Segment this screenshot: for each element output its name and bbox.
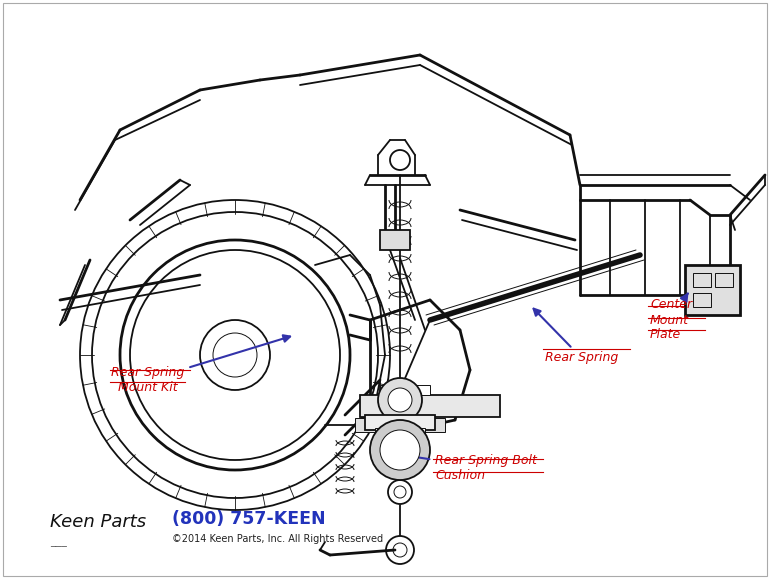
Text: Rear Spring: Rear Spring xyxy=(534,309,618,365)
Bar xyxy=(360,395,500,417)
Bar xyxy=(380,230,410,250)
Text: (800) 757-KEEN: (800) 757-KEEN xyxy=(172,510,326,528)
Text: ©2014 Keen Parts, Inc. All Rights Reserved: ©2014 Keen Parts, Inc. All Rights Reserv… xyxy=(172,534,383,544)
Bar xyxy=(693,293,711,307)
Circle shape xyxy=(378,378,422,422)
Bar xyxy=(693,273,711,287)
Circle shape xyxy=(388,480,412,504)
Circle shape xyxy=(388,388,412,412)
Circle shape xyxy=(390,150,410,170)
Bar xyxy=(715,273,733,287)
Circle shape xyxy=(370,420,430,480)
Text: Rear Spring Bolt
Cushion: Rear Spring Bolt Cushion xyxy=(395,452,537,482)
Text: Rear Spring
Mount Kit: Rear Spring Mount Kit xyxy=(112,335,290,394)
Bar xyxy=(375,428,425,438)
Circle shape xyxy=(380,430,420,470)
Text: Center
Mount
Plate: Center Mount Plate xyxy=(650,293,692,342)
Bar xyxy=(685,265,740,315)
Circle shape xyxy=(386,536,414,564)
Text: ___: ___ xyxy=(50,537,67,547)
Bar xyxy=(355,418,445,432)
Bar xyxy=(380,385,430,395)
Text: Keen Parts: Keen Parts xyxy=(50,513,146,531)
Bar xyxy=(365,415,435,430)
